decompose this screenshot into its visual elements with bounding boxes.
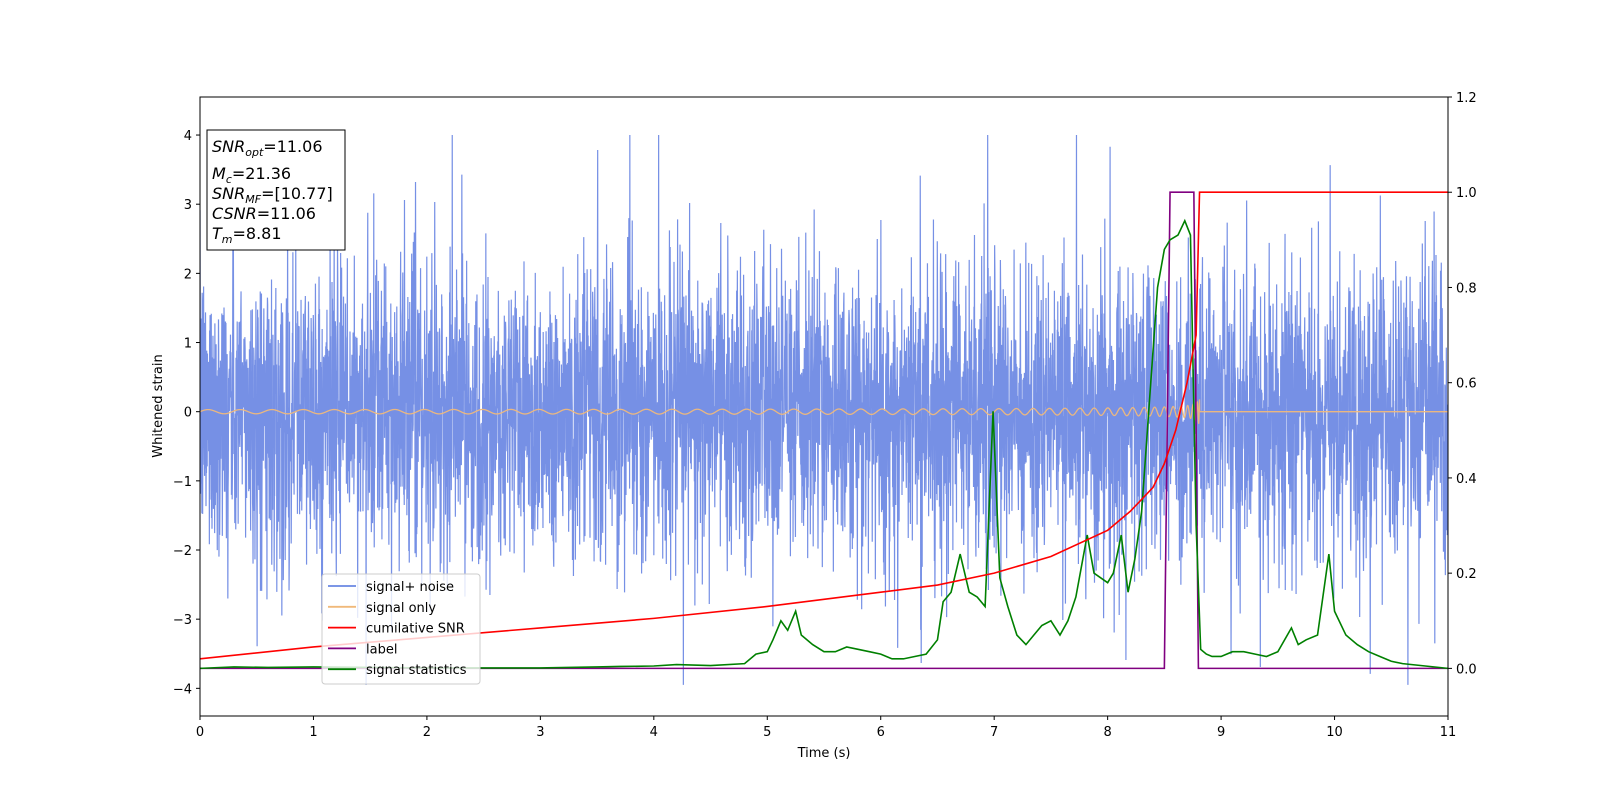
y-tick-label-left: 0: [184, 406, 192, 421]
x-tick-label: 10: [1326, 725, 1343, 740]
info-tm-sub: m: [222, 233, 233, 246]
y-tick-label-right: 1.2: [1456, 91, 1477, 106]
plot-frame: [199, 96, 1449, 717]
info-tm-value: =8.81: [233, 224, 282, 243]
info-csnr: CSNR=11.06: [212, 204, 316, 223]
series-cumulative-snr-line: [200, 191, 1448, 660]
info-csnr-main: CSNR: [212, 204, 257, 223]
y-tick-label-right: 0.2: [1456, 567, 1477, 582]
y-tick-label-right: 0.4: [1456, 472, 1477, 487]
info-snr-opt-main: SNR: [212, 137, 245, 156]
x-tick-label: 0: [196, 725, 204, 740]
x-tick-label: 6: [877, 725, 885, 740]
y-tick-label-left: 3: [184, 198, 192, 213]
series-label-line: [200, 191, 1448, 670]
x-tick-label: 11: [1440, 725, 1457, 740]
info-snr-opt: SNRopt=11.06: [212, 137, 323, 159]
info-snr-mf-value: =[10.77]: [261, 184, 333, 203]
y-tick-label-left: −1: [173, 475, 192, 490]
y-tick-label-left: 4: [184, 129, 192, 144]
y-tick-label-left: −3: [173, 613, 192, 628]
info-snr-mf-main: SNR: [212, 184, 245, 203]
x-tick-label: 2: [423, 725, 431, 740]
x-tick-label: 9: [1217, 725, 1225, 740]
info-mc-value: =21.36: [232, 164, 291, 183]
info-snr-opt-value: =11.06: [263, 137, 322, 156]
series-signal-noise-line: [200, 135, 1448, 685]
x-tick-label: 1: [309, 725, 317, 740]
legend-label: label: [366, 642, 397, 657]
legend-label: signal only: [366, 601, 436, 616]
info-snr-mf-sub: MF: [245, 193, 261, 206]
legend-frame: [321, 573, 481, 685]
info-snr-mf: SNRMF=[10.77]: [212, 184, 333, 206]
info-mc: Mc=21.36: [212, 164, 291, 186]
y-tick-label-left: −4: [173, 682, 192, 697]
legend-label: signal+ noise: [366, 580, 454, 595]
x-tick-label: 7: [990, 725, 998, 740]
series-signal-statistics-line: [200, 218, 1448, 670]
ticks-layer: 0 1 2 3 4 5 6 7 8 9 10 11 −4 −3 −2 −1 0 1 2 3 4 0.0 0.2 0.4 0.6 0…: [173, 91, 1477, 740]
legend-label: signal statistics: [366, 663, 467, 678]
y-axis-label: Whitened strain: [151, 354, 166, 457]
info-snr-opt-sub: opt: [245, 146, 264, 159]
info-csnr-value: =11.06: [257, 204, 316, 223]
x-tick-label: 8: [1103, 725, 1111, 740]
y-tick-label-left: −2: [173, 544, 192, 559]
info-box-frame: [206, 129, 346, 251]
info-tm: Tm=8.81: [212, 224, 282, 246]
x-tick-label: 4: [650, 725, 658, 740]
y-tick-label-right: 0.0: [1456, 662, 1477, 677]
y-tick-label-left: 1: [184, 337, 192, 352]
series-layer: [200, 135, 1448, 685]
y-tick-label-right: 0.6: [1456, 377, 1477, 392]
x-tick-label: 3: [536, 725, 544, 740]
y-tick-label-left: 2: [184, 267, 192, 282]
info-mc-sub: c: [226, 173, 232, 186]
legend: signal+ noise signal only cumilative SNR la…: [321, 573, 481, 685]
info-box: SNRopt=11.06 Mc=21.36 SNRMF=[10.77] CSNR…: [206, 129, 346, 251]
info-mc-main: M: [212, 164, 226, 183]
info-tm-main: T: [212, 224, 223, 243]
legend-label: cumilative SNR: [366, 622, 465, 637]
series-signal-only-line: [200, 399, 1448, 424]
x-axis-label: Time (s): [797, 746, 851, 761]
y-tick-label-right: 0.8: [1456, 281, 1477, 296]
y-tick-label-right: 1.0: [1456, 186, 1477, 201]
x-tick-label: 5: [763, 725, 771, 740]
legend-items: signal+ noise signal only cumilative SNR la…: [328, 580, 467, 678]
